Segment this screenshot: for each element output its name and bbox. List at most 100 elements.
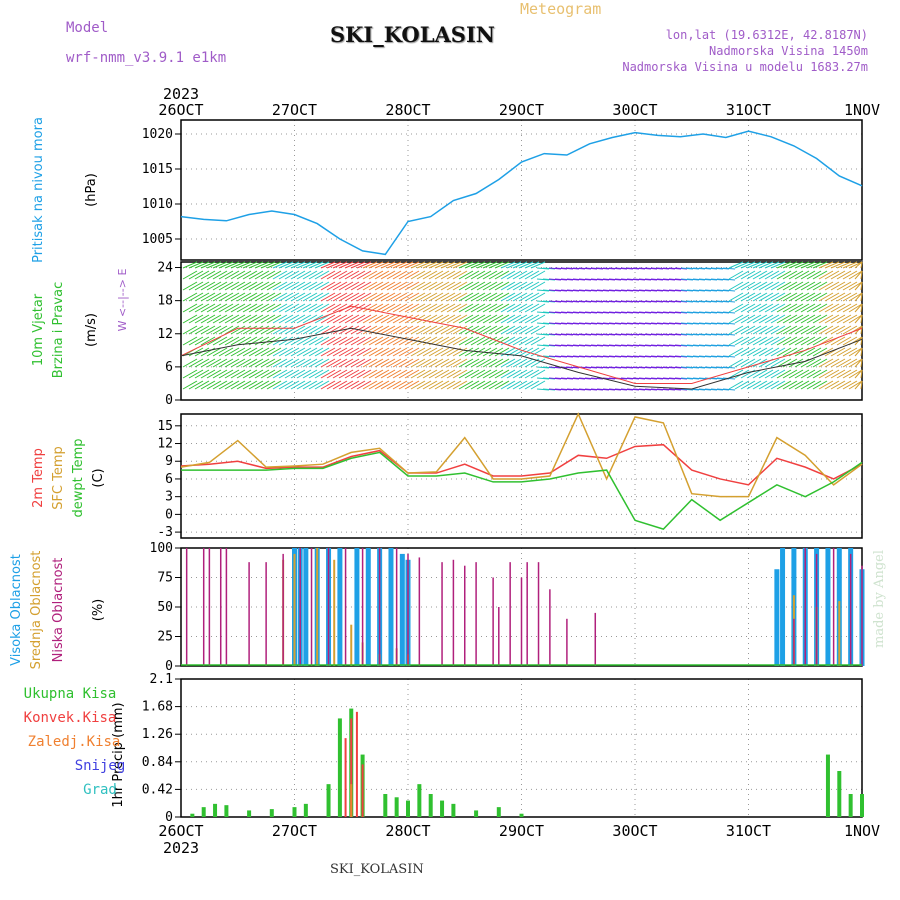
wind-barb — [806, 281, 822, 291]
wind-barb — [470, 270, 486, 280]
wind-barb — [314, 325, 330, 335]
wind-barb — [746, 281, 762, 291]
panel-frame — [180, 261, 863, 401]
wind-barb — [404, 380, 420, 390]
wind-barb — [734, 292, 750, 302]
model-altitude-label: Nadmorska Visina u modelu 1683.27m — [622, 60, 868, 74]
wind-barb — [848, 303, 863, 313]
wind-barb — [200, 369, 216, 379]
wind-barb — [770, 380, 786, 390]
wind-barb — [404, 325, 420, 335]
wind-barb — [254, 270, 270, 280]
temp-label-sfc: SFC Temp — [51, 446, 66, 510]
wind-barb — [530, 380, 546, 390]
wind-barb — [842, 314, 858, 324]
wind-barb — [236, 281, 252, 291]
wind-barb — [392, 303, 408, 313]
wind-barb — [428, 369, 444, 379]
wind-barb — [374, 303, 390, 313]
wind-barb — [794, 270, 810, 280]
wind-barb — [380, 369, 396, 379]
wind-barb — [458, 303, 474, 313]
wind-barb — [470, 358, 486, 368]
wind-barb — [452, 281, 468, 291]
wind-barb — [260, 358, 276, 368]
wind-barb — [806, 325, 822, 335]
low-cloud-bar — [219, 548, 222, 666]
wind-barb — [236, 292, 252, 302]
wind-barb — [782, 281, 798, 291]
wind-barb — [800, 281, 816, 291]
wind-barb — [488, 261, 504, 269]
wind-barb — [428, 325, 444, 335]
frozen-precip-bar — [350, 784, 353, 817]
wind-barb — [446, 292, 462, 302]
wind-barb — [368, 358, 384, 368]
total-precip-bar — [860, 794, 864, 817]
wind-barb — [404, 303, 420, 313]
wind-barb — [272, 358, 288, 368]
wind-barb — [758, 347, 774, 357]
wind-barb — [338, 369, 354, 379]
wind-barb — [416, 369, 432, 379]
wind-barb — [776, 314, 792, 324]
wind-barb — [224, 292, 240, 302]
total-precip-bar — [269, 809, 274, 817]
wind-barb — [254, 380, 270, 390]
wind-barb — [788, 261, 804, 269]
model-label: Model — [66, 20, 109, 36]
wind-barb — [248, 270, 264, 280]
wind-barb — [452, 347, 468, 357]
low-cloud-bar — [282, 553, 284, 666]
wind-barb — [782, 292, 798, 302]
wind-barb — [398, 358, 414, 368]
wind-barb — [440, 336, 456, 346]
wind-barb — [296, 281, 312, 291]
wind-barb — [854, 347, 863, 357]
wind-barb — [518, 261, 534, 269]
wind-barb — [758, 336, 774, 346]
wind-barb — [854, 303, 863, 313]
wind-barb — [368, 303, 384, 313]
wind-barb — [446, 270, 462, 280]
temp-line-0 — [180, 443, 863, 486]
wind-barb — [458, 325, 474, 335]
wind-barb — [764, 325, 780, 335]
wind-barb — [728, 347, 744, 357]
wind-barb — [248, 347, 264, 357]
wind-barb — [518, 380, 534, 390]
wind-barb — [326, 358, 342, 368]
wind-barb — [764, 369, 780, 379]
wind-barb — [302, 380, 318, 390]
wind-barb — [482, 314, 498, 324]
wind-barb — [350, 347, 366, 357]
x-tick-label-bottom: 29OCT — [499, 822, 544, 840]
wind-barb — [422, 358, 438, 368]
wind-barb — [188, 314, 204, 324]
wind-barb — [236, 261, 252, 269]
wind-barb — [476, 325, 492, 335]
wind-barb — [818, 270, 834, 280]
wind-barb — [266, 347, 282, 357]
y-tick-label: 0 — [165, 507, 173, 522]
wind-barb — [458, 270, 474, 280]
wind-barb — [434, 358, 450, 368]
wind-barb — [740, 303, 756, 313]
wind-barb — [458, 336, 474, 346]
wind-barb — [422, 325, 438, 335]
y-tick-label: 1.26 — [142, 727, 173, 742]
wind-barb — [302, 261, 318, 269]
wind-barb — [464, 380, 480, 390]
wind-barb — [758, 325, 774, 335]
wind-barb — [440, 347, 456, 357]
wind-barb — [428, 292, 444, 302]
wind-barb — [314, 292, 330, 302]
wind-barb — [242, 369, 258, 379]
wind-barb — [290, 261, 306, 269]
wind-barb — [344, 270, 360, 280]
wind-barb — [482, 336, 498, 346]
wind-barb — [212, 261, 228, 269]
wind-barb — [404, 292, 420, 302]
y-tick-label: 6 — [165, 360, 173, 375]
wind-barb — [830, 292, 846, 302]
